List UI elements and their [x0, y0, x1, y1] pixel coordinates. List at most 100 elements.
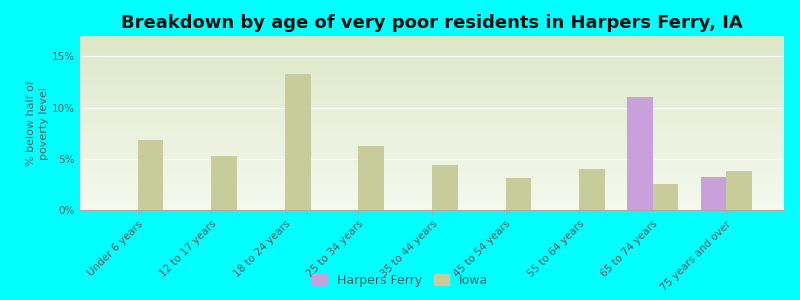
Bar: [80, 194, 784, 196]
Bar: [80, 180, 784, 182]
Bar: [80, 179, 784, 180]
Bar: [80, 158, 784, 160]
Bar: [80, 140, 784, 142]
Bar: [80, 102, 784, 104]
Bar: [80, 142, 784, 144]
Title: Breakdown by age of very poor residents in Harpers Ferry, IA: Breakdown by age of very poor residents …: [121, 14, 743, 32]
Bar: [80, 154, 784, 156]
Bar: [80, 41, 784, 43]
Bar: [80, 167, 784, 168]
Bar: [80, 114, 784, 116]
Bar: [80, 86, 784, 88]
Bar: [80, 203, 784, 205]
Bar: [80, 64, 784, 66]
Bar: [80, 71, 784, 73]
Bar: [80, 107, 784, 109]
Bar: [80, 206, 784, 208]
Bar: [80, 81, 784, 83]
Bar: [579, 169, 605, 210]
Bar: [80, 90, 784, 92]
Bar: [80, 160, 784, 161]
Bar: [80, 58, 784, 60]
Bar: [80, 99, 784, 100]
Bar: [285, 74, 310, 210]
Bar: [80, 193, 784, 194]
Bar: [80, 123, 784, 125]
Bar: [80, 76, 784, 78]
Bar: [80, 161, 784, 163]
Bar: [80, 121, 784, 123]
Bar: [80, 112, 784, 114]
Bar: [80, 119, 784, 121]
Bar: [80, 93, 784, 95]
Bar: [80, 186, 784, 188]
Bar: [211, 156, 237, 210]
Bar: [80, 53, 784, 55]
Bar: [80, 38, 784, 40]
Bar: [80, 43, 784, 45]
Bar: [80, 97, 784, 99]
Bar: [80, 36, 784, 38]
Bar: [627, 98, 653, 210]
Bar: [506, 178, 531, 210]
Bar: [80, 40, 784, 41]
Bar: [701, 177, 726, 210]
Bar: [80, 196, 784, 198]
Bar: [80, 118, 784, 119]
Bar: [80, 200, 784, 201]
Bar: [80, 85, 784, 86]
Bar: [80, 50, 784, 52]
Bar: [80, 45, 784, 46]
Bar: [80, 66, 784, 67]
Bar: [80, 104, 784, 106]
Bar: [80, 165, 784, 167]
Bar: [80, 127, 784, 128]
Bar: [80, 139, 784, 140]
Bar: [80, 67, 784, 69]
Bar: [80, 132, 784, 134]
Bar: [80, 60, 784, 62]
Bar: [80, 201, 784, 203]
Bar: [80, 73, 784, 74]
Bar: [653, 184, 678, 210]
Bar: [80, 128, 784, 130]
Bar: [80, 48, 784, 50]
Bar: [80, 208, 784, 210]
Y-axis label: % below half of
poverty level: % below half of poverty level: [26, 80, 50, 166]
Bar: [80, 153, 784, 154]
Bar: [80, 172, 784, 173]
Bar: [80, 168, 784, 170]
Bar: [80, 184, 784, 186]
Bar: [80, 62, 784, 64]
Bar: [80, 163, 784, 165]
Bar: [138, 140, 163, 210]
Bar: [80, 88, 784, 90]
Bar: [80, 92, 784, 93]
Bar: [80, 144, 784, 146]
Bar: [80, 177, 784, 179]
Bar: [80, 188, 784, 189]
Bar: [80, 170, 784, 172]
Bar: [80, 156, 784, 158]
Bar: [80, 69, 784, 71]
Bar: [80, 198, 784, 200]
Bar: [80, 137, 784, 139]
Bar: [80, 111, 784, 112]
Bar: [80, 149, 784, 151]
Bar: [80, 147, 784, 149]
Bar: [80, 95, 784, 97]
Bar: [80, 151, 784, 153]
Bar: [80, 106, 784, 107]
Bar: [80, 80, 784, 81]
Bar: [80, 182, 784, 184]
Bar: [432, 165, 458, 210]
Bar: [80, 191, 784, 193]
Bar: [80, 78, 784, 80]
Bar: [80, 109, 784, 111]
Bar: [80, 125, 784, 127]
Bar: [80, 173, 784, 175]
Bar: [80, 205, 784, 206]
Bar: [80, 135, 784, 137]
Legend: Harpers Ferry, Iowa: Harpers Ferry, Iowa: [308, 270, 492, 291]
Bar: [80, 74, 784, 76]
